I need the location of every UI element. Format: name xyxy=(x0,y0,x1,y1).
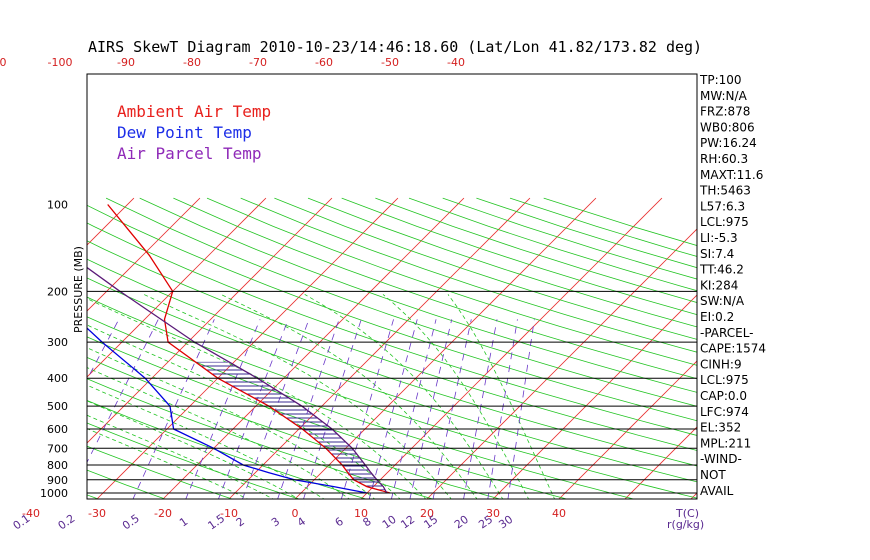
mixing-ratio-line xyxy=(410,319,452,500)
stability-index-text: MPL:211 xyxy=(700,436,751,450)
dry-adiabat-line xyxy=(443,198,870,500)
pressure-tick-label: 100 xyxy=(47,199,68,212)
stability-index-text: SW:N/A xyxy=(700,294,745,308)
dry-adiabat-line xyxy=(0,198,34,500)
legend: Ambient Air Temp Dew Point Temp Air Parc… xyxy=(117,102,271,163)
stability-index-text: EI:0.2 xyxy=(700,310,734,324)
dry-adiabat-line xyxy=(476,198,870,500)
pressure-gridlines xyxy=(87,291,697,493)
stability-index-text: L57:6.3 xyxy=(700,199,745,213)
top-temp-tick-label: -40 xyxy=(447,56,465,69)
dry-adiabat-line xyxy=(274,198,870,500)
top-temp-tick-label: -60 xyxy=(315,56,333,69)
stability-index-text: MAXT:11.6 xyxy=(700,168,763,182)
mixing-ratio-line xyxy=(508,319,535,500)
stability-index-text: PW:16.24 xyxy=(700,136,757,150)
pressure-tick-label: 400 xyxy=(47,372,68,385)
stability-index-text: KI:284 xyxy=(700,278,738,292)
top-temp-tick-label: -70 xyxy=(249,56,267,69)
stability-index-text: NOT xyxy=(700,468,726,482)
dry-adiabat-line xyxy=(342,198,870,500)
stability-index-text: CAPE:1574 xyxy=(700,342,766,356)
mixing-ratio-tick-label: 4 xyxy=(295,515,308,530)
mixing-ratio-tick-label: 3 xyxy=(269,515,282,530)
dry-adiabat-line xyxy=(308,198,870,500)
moist-adiabat-line xyxy=(0,294,276,500)
stability-index-text: CINH:9 xyxy=(700,357,742,371)
pressure-tick-label: 600 xyxy=(47,423,68,436)
mixing-ratio-tick-label: 12 xyxy=(398,513,417,532)
dew-point-line xyxy=(17,205,367,494)
dry-adiabat-line xyxy=(0,198,236,500)
stability-index-text: SI:7.4 xyxy=(700,247,734,261)
dry-adiabat-line xyxy=(0,198,169,500)
top-temp-ticks: -120-110-100-90-80-70-60-50-40 xyxy=(0,56,465,69)
pressure-tick-label: 900 xyxy=(47,474,68,487)
moist-adiabat-line xyxy=(144,294,453,500)
stability-index-text: WB0:806 xyxy=(700,120,755,134)
top-temp-tick-label: -80 xyxy=(183,56,201,69)
stability-index-text: TP:100 xyxy=(699,73,742,87)
pressure-tick-label: 500 xyxy=(47,400,68,413)
stability-index-text: TT:46.2 xyxy=(699,263,744,277)
pressure-tick-label: 200 xyxy=(47,285,68,298)
stability-index-text: CAP:0.0 xyxy=(700,389,747,403)
legend-dew-point: Dew Point Temp xyxy=(117,123,252,142)
stability-index-text: TH:5463 xyxy=(699,184,751,198)
bottom-temp-tick-label: 40 xyxy=(552,507,566,520)
stability-index-text: RH:60.3 xyxy=(700,152,748,166)
bottom-temp-tick-label: -30 xyxy=(88,507,106,520)
top-temp-tick-label: -100 xyxy=(48,56,73,69)
chart-title: AIRS SkewT Diagram 2010-10-23/14:46:18.6… xyxy=(88,38,702,56)
stability-index-text: -WIND- xyxy=(700,452,742,466)
mixing-unit-label: r(g/kg) xyxy=(667,518,704,531)
stability-index-text: LFC:974 xyxy=(700,405,749,419)
top-temp-tick-label: -90 xyxy=(117,56,135,69)
y-axis-label: PRESSURE (MB) xyxy=(72,246,85,333)
stability-index-text: MW:N/A xyxy=(700,89,748,103)
mixing-ratio-line xyxy=(23,319,119,500)
mixing-ratio-tick-label: 0.2 xyxy=(56,512,78,533)
mixing-ratio-tick-label: 20 xyxy=(452,513,471,532)
pressure-tick-label: 800 xyxy=(47,459,68,472)
mixing-ratio-tick-label: 8 xyxy=(361,515,374,530)
legend-parcel-temp: Air Parcel Temp xyxy=(117,144,262,163)
stability-index-text: LI:-5.3 xyxy=(700,231,738,245)
top-temp-tick-label: -50 xyxy=(381,56,399,69)
stability-index-text: -PARCEL- xyxy=(700,326,754,340)
pressure-tick-label: 1000 xyxy=(40,487,68,500)
pressure-tick-label: 300 xyxy=(47,336,68,349)
moist-adiabat-line xyxy=(448,294,555,500)
pressure-tick-label: 700 xyxy=(47,442,68,455)
mixing-ratio-tick-label: 1 xyxy=(177,515,190,530)
stability-index-text: AVAIL xyxy=(700,484,734,498)
stability-index-text: LCL:975 xyxy=(700,215,749,229)
mixing-ratio-tick-label: 2 xyxy=(234,515,247,530)
mixing-ratio-tick-label: 6 xyxy=(333,515,346,530)
top-temp-tick-label: -110 xyxy=(0,56,6,69)
legend-ambient-temp: Ambient Air Temp xyxy=(117,102,271,121)
stability-index-text: FRZ:878 xyxy=(700,105,750,119)
isotherm-line xyxy=(360,198,662,500)
mixing-ratio-tick-label: 0.5 xyxy=(120,512,142,533)
isotherm-line xyxy=(0,198,2,500)
skewt-chart: AIRS SkewT Diagram 2010-10-23/14:46:18.6… xyxy=(0,0,870,560)
mixing-ratio-line xyxy=(185,319,260,500)
stability-index-text: EL:352 xyxy=(700,421,741,435)
dry-adiabat-line xyxy=(0,198,571,500)
mixing-ratio-tick-label: 10 xyxy=(380,513,399,532)
bottom-temp-tick-label: -20 xyxy=(154,507,172,520)
mixing-ratio-labels: 0.1 0.2 0.5 1 1.5 2 3 4 6 8 10 12 15 20 25 30 xyxy=(11,512,516,533)
stability-index-text: LCL:975 xyxy=(700,373,749,387)
